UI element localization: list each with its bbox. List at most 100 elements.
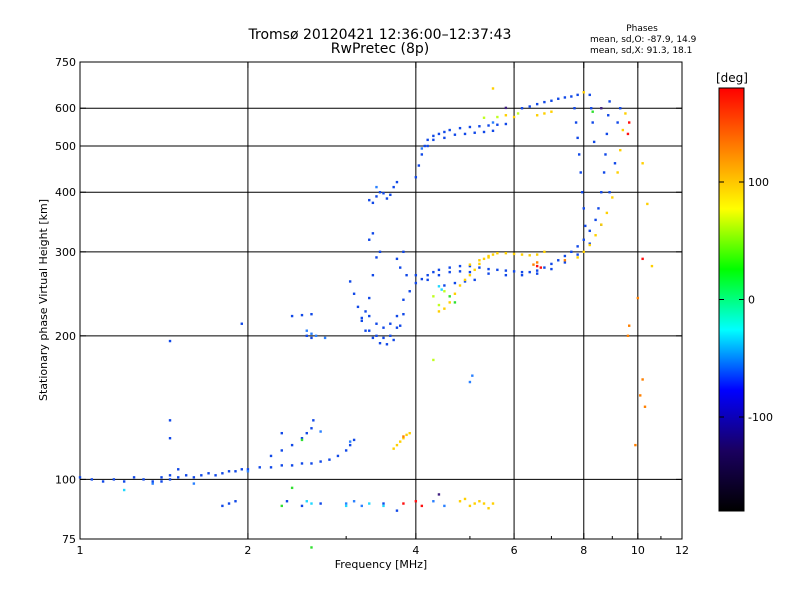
data-point <box>392 447 395 450</box>
data-point <box>437 273 441 277</box>
data-point <box>352 292 356 295</box>
data-point <box>399 266 402 269</box>
data-point <box>473 131 476 134</box>
data-point <box>385 343 389 346</box>
data-point <box>563 259 567 262</box>
data-point <box>420 504 424 508</box>
data-point <box>443 290 446 293</box>
data-point <box>336 454 340 458</box>
data-point <box>512 115 516 119</box>
data-point <box>643 405 647 408</box>
data-point <box>496 252 499 255</box>
data-point <box>597 207 600 210</box>
data-point <box>594 218 597 222</box>
data-point <box>543 100 546 104</box>
data-point <box>504 269 508 272</box>
data-point <box>385 197 389 200</box>
data-point <box>368 329 371 332</box>
x-tick-label: 10 <box>631 544 645 557</box>
data-point <box>487 254 490 258</box>
data-point <box>641 378 644 381</box>
data-point <box>437 493 441 496</box>
data-point <box>168 339 172 343</box>
data-point <box>458 270 462 273</box>
data-point <box>310 312 313 316</box>
data-point <box>300 437 304 440</box>
y-tick-label: 600 <box>55 102 76 115</box>
data-point <box>392 338 395 342</box>
data-point <box>627 121 631 124</box>
data-point <box>280 464 283 467</box>
data-point <box>535 272 539 275</box>
data-point <box>310 336 313 340</box>
data-point <box>448 270 451 274</box>
data-point <box>448 301 451 304</box>
data-point <box>214 474 217 477</box>
data-point <box>504 252 508 255</box>
data-point <box>300 313 304 317</box>
data-point <box>395 257 399 261</box>
data-point <box>468 264 472 268</box>
data-point <box>535 114 539 117</box>
data-point <box>557 97 560 100</box>
data-point <box>168 437 172 440</box>
data-point <box>576 245 579 248</box>
data-point <box>378 250 382 254</box>
x-tick-label: 2 <box>244 544 251 557</box>
data-point <box>512 270 516 273</box>
data-point <box>348 443 352 447</box>
data-point <box>414 500 418 503</box>
data-point <box>192 476 196 479</box>
data-point <box>582 207 585 210</box>
data-point <box>408 431 411 435</box>
x-tick-label: 12 <box>675 544 689 557</box>
data-point <box>310 427 313 430</box>
data-point <box>371 201 375 205</box>
data-point <box>423 144 426 148</box>
phases-x-stats: mean, sd,X: 91.3, 18.1 <box>590 46 692 56</box>
data-point <box>463 132 467 136</box>
data-point <box>246 468 250 471</box>
data-point <box>535 253 539 256</box>
data-point <box>432 358 435 362</box>
data-point <box>604 153 607 156</box>
data-point <box>378 191 382 194</box>
data-point <box>504 114 508 117</box>
data-point <box>458 126 462 130</box>
data-point <box>437 268 441 272</box>
data-point <box>290 464 294 467</box>
data-point <box>453 301 457 304</box>
data-point <box>285 500 289 503</box>
data-point <box>563 96 567 99</box>
phases-title: Phases <box>626 24 658 34</box>
data-point <box>368 238 371 241</box>
data-point <box>482 257 486 261</box>
data-point <box>432 138 435 142</box>
data-point <box>520 253 524 256</box>
data-point <box>453 133 457 136</box>
data-point <box>221 504 224 508</box>
data-point <box>582 238 585 241</box>
x-tick-label: 4 <box>412 544 419 557</box>
data-point <box>482 502 486 505</box>
data-point <box>344 504 348 508</box>
data-point <box>389 334 392 338</box>
data-point <box>646 202 649 206</box>
data-point <box>310 332 313 335</box>
data-point <box>221 472 224 475</box>
phases-o-stats: mean, sd,O: -87.9, 14.9 <box>590 35 697 45</box>
data-point <box>463 280 467 283</box>
data-point <box>184 474 188 477</box>
data-point <box>473 268 476 272</box>
data-point <box>78 476 82 479</box>
data-point <box>443 504 446 508</box>
data-point <box>588 93 591 97</box>
data-point <box>414 176 418 179</box>
data-point <box>368 502 371 505</box>
data-point <box>368 314 371 318</box>
data-point <box>453 281 457 285</box>
data-point <box>487 124 490 127</box>
data-point <box>420 147 424 150</box>
data-point <box>352 438 356 442</box>
data-point <box>528 105 531 108</box>
